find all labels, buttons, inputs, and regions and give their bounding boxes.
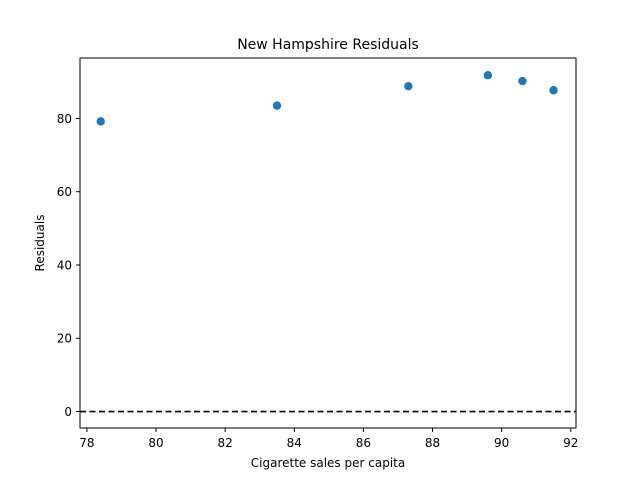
x-tick-label: 86 <box>356 436 371 450</box>
y-axis: 0 20 40 60 80 <box>57 112 80 419</box>
y-tick-label: 60 <box>57 185 72 199</box>
x-tick-label: 88 <box>425 436 440 450</box>
y-axis-label: Residuals <box>33 215 47 272</box>
x-tick-label: 84 <box>287 436 302 450</box>
x-tick-label: 90 <box>494 436 509 450</box>
data-point <box>518 76 527 86</box>
data-point <box>272 101 282 110</box>
plot-area <box>80 71 576 413</box>
data-point <box>96 117 105 126</box>
data-point <box>483 71 493 80</box>
data-point <box>404 82 413 91</box>
x-tick-label: 78 <box>79 436 94 450</box>
y-tick-label: 0 <box>64 405 72 419</box>
x-axis: 78 80 82 84 86 88 90 92 <box>79 428 578 450</box>
x-tick-label: 92 <box>563 436 578 450</box>
chart-title: New Hampshire Residuals <box>237 37 419 53</box>
data-point <box>549 86 558 95</box>
x-tick-label: 82 <box>218 436 233 450</box>
y-tick-label: 20 <box>57 332 72 346</box>
y-tick-label: 40 <box>57 258 72 272</box>
plot-frame <box>79 57 577 429</box>
x-axis-label: Cigarette sales per capita <box>251 456 405 470</box>
x-tick-label: 80 <box>148 436 163 450</box>
y-tick-label: 80 <box>57 112 72 126</box>
